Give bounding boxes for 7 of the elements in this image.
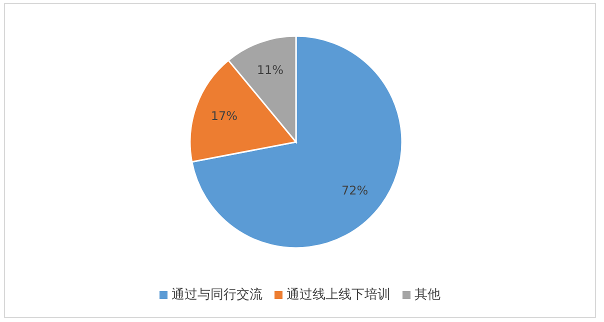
data-label: 11% <box>256 63 284 78</box>
data-label: 17% <box>210 109 238 124</box>
pie-slice <box>191 35 403 249</box>
legend-label: 其他 <box>414 288 440 302</box>
legend-label: 通过线上线下培训 <box>286 288 390 302</box>
legend-label: 通过与同行交流 <box>172 286 262 302</box>
data-label: 72% <box>341 184 368 198</box>
